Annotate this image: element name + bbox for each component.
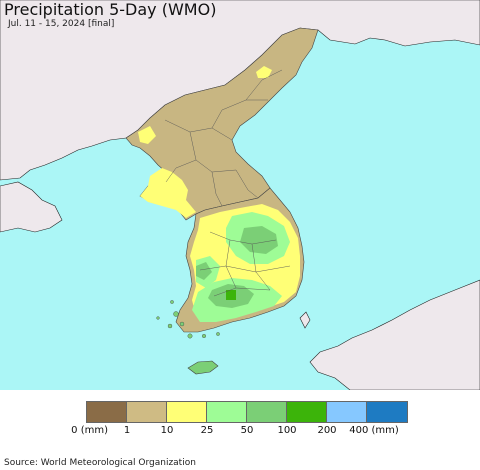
land-shandong xyxy=(0,181,63,233)
precip-light-nk-west xyxy=(140,168,196,218)
land-tsushima xyxy=(299,311,311,329)
precip-heavy-central xyxy=(240,226,278,254)
legend-swatch xyxy=(247,402,287,422)
legend-tick-label: 100 xyxy=(277,425,297,436)
legend-swatch xyxy=(327,402,367,422)
precip-light-nk-northeast xyxy=(256,66,272,78)
precip-heavy-southwest xyxy=(196,262,212,280)
land-japan xyxy=(309,279,480,390)
legend-swatch xyxy=(367,402,407,422)
legend-swatch xyxy=(127,402,167,422)
legend-swatch xyxy=(167,402,207,422)
map-title: Precipitation 5-Day (WMO) xyxy=(4,0,217,19)
legend-tick-label: 200 xyxy=(317,425,337,436)
land-jeju xyxy=(187,360,219,375)
legend-tick-label: 50 xyxy=(240,425,254,436)
legend-tick-label: 400 (mm) xyxy=(349,425,399,436)
legend-color-bar xyxy=(86,401,408,423)
legend-swatch xyxy=(87,402,127,422)
legend-tick-label: 10 xyxy=(160,425,174,436)
legend-swatch xyxy=(287,402,327,422)
precip-light-nk-north xyxy=(138,126,156,144)
legend-tick-label: 0 (mm) xyxy=(71,425,108,436)
legend-swatch xyxy=(207,402,247,422)
admin-boundaries xyxy=(164,69,291,297)
precip-very-heavy-spot xyxy=(226,290,236,300)
precipitation-map xyxy=(0,0,480,390)
source-credit: Source: World Meteorological Organizatio… xyxy=(4,458,196,468)
legend-tick-label: 25 xyxy=(200,425,214,436)
southwest-islands xyxy=(156,300,220,339)
map-subtitle: Jul. 11 - 15, 2024 [final] xyxy=(8,19,115,29)
legend-tick-label: 1 xyxy=(123,425,131,436)
